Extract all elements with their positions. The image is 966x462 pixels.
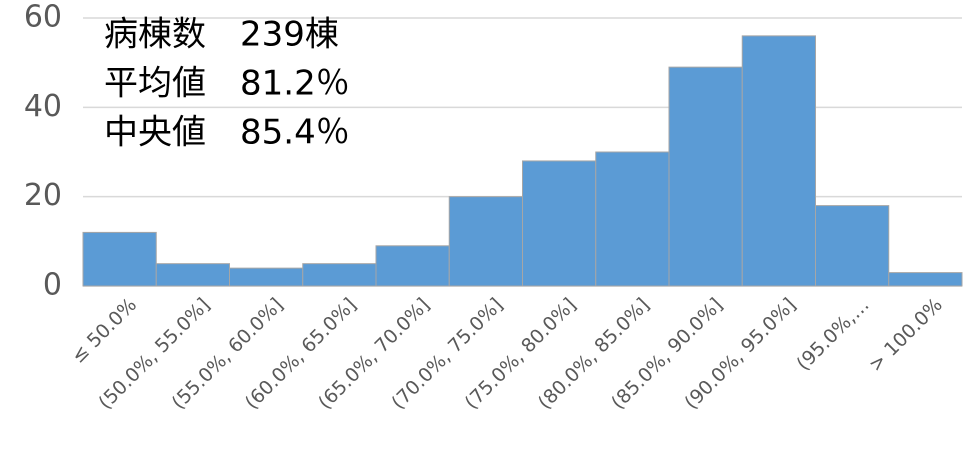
y-tick-label: 20 (24, 178, 62, 213)
bar (741, 35, 816, 287)
annotation: 病棟数 239棟 (104, 15, 339, 55)
bar (668, 66, 743, 287)
y-tick-label: 40 (24, 89, 62, 124)
annotation: 平均値 81.2％ (104, 64, 350, 104)
bar (375, 245, 450, 287)
x-tick-label: (95.0%,… (792, 294, 873, 375)
bar (595, 151, 670, 287)
bar (229, 267, 304, 287)
y-tick-label: 60 (24, 0, 62, 35)
bar (82, 231, 157, 287)
annotation: 中央値 85.4％ (104, 113, 350, 153)
bar (888, 272, 963, 287)
bar (155, 263, 230, 287)
x-tick-label: ≤ 50.0% (67, 294, 141, 368)
bar (815, 205, 890, 287)
x-tick-label: > 100.0% (864, 294, 946, 376)
bar (448, 196, 523, 287)
bar (522, 160, 597, 287)
bar (302, 263, 377, 287)
y-tick-label: 0 (43, 268, 62, 303)
